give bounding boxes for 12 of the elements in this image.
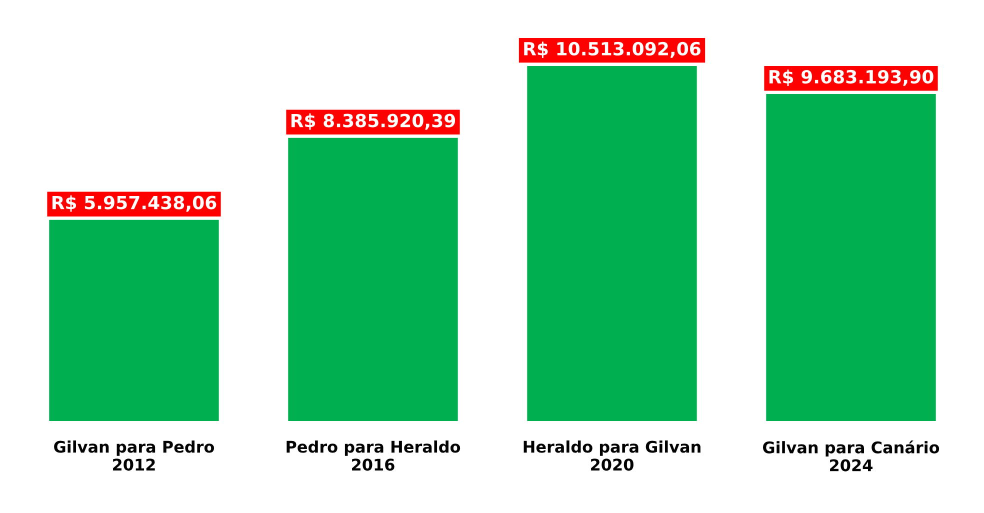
x-tick-label: Gilvan para Pedro 2012 [54,440,214,471]
bar [766,94,936,421]
data-label: R$ 8.385.920,39 [291,113,456,130]
data-label: R$ 9.683.193,90 [769,70,934,86]
bar [527,66,697,421]
x-tick-label: Heraldo para Gilvan 2020 [524,440,700,471]
data-label: R$ 5.957.438,06 [52,195,216,212]
x-tick-label: Pedro para Heraldo 2016 [286,440,460,471]
data-label: R$ 10.513.092,06 [524,42,701,58]
bar [49,220,219,421]
x-tick-label: Gilvan para Canário 2024 [763,440,940,472]
bar [288,138,458,421]
